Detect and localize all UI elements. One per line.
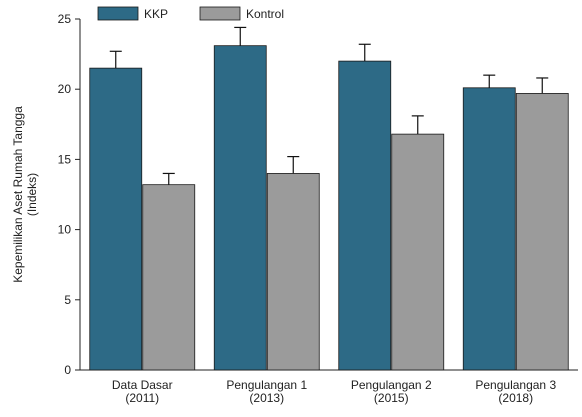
legend: KKP Kontrol	[97, 6, 284, 21]
bars	[89, 45, 569, 371]
bar-kkp-3	[462, 87, 516, 371]
bar-kontrol-3	[515, 93, 569, 371]
error-bars	[109, 26, 549, 185]
y-tick-label-3: 15	[58, 152, 72, 166]
bar-kontrol-2	[391, 133, 445, 371]
y-axis-label-line-0: Kepemilikan Aset Rumah Tangga	[11, 106, 25, 283]
bar-kkp-2	[338, 60, 392, 371]
category-label-3-0: Pengulangan 3	[475, 378, 556, 392]
y-tick-label-4: 20	[58, 82, 72, 96]
y-tick-label-5: 25	[58, 12, 72, 26]
legend-label-kontrol: Kontrol	[246, 7, 284, 21]
legend-label-kkp: KKP	[144, 7, 168, 21]
category-label-0-0: Data Dasar	[112, 378, 173, 392]
category-label-2-1: (2015)	[374, 391, 409, 405]
y-axis-label-line-1: (Indeks)	[25, 173, 39, 216]
bar-kkp-0	[89, 67, 143, 371]
bar-kkp-1	[213, 45, 267, 371]
category-label-0-1: (2011)	[125, 391, 159, 405]
bar-kontrol-1	[266, 173, 320, 371]
category-label-3-1: (2018)	[498, 391, 533, 405]
category-label-2-0: Pengulangan 2	[351, 378, 432, 392]
legend-swatch-kkp	[97, 6, 139, 21]
category-labels: Data Dasar(2011) Pengulangan 1(2013) Pengu…	[112, 378, 557, 405]
category-label-1-1: (2013)	[249, 391, 284, 405]
y-tick-label-1: 5	[64, 293, 71, 307]
category-label-1-0: Pengulangan 1	[226, 378, 307, 392]
bar-kontrol-0	[142, 184, 196, 371]
y-ticks: 0 5 10 15 20 25	[58, 12, 80, 377]
y-tick-label-2: 10	[58, 223, 72, 237]
legend-swatch-kontrol	[199, 6, 241, 21]
y-tick-label-0: 0	[64, 363, 71, 377]
y-axis-label: Kepemilikan Aset Rumah Tangga(Indeks)	[11, 106, 39, 283]
